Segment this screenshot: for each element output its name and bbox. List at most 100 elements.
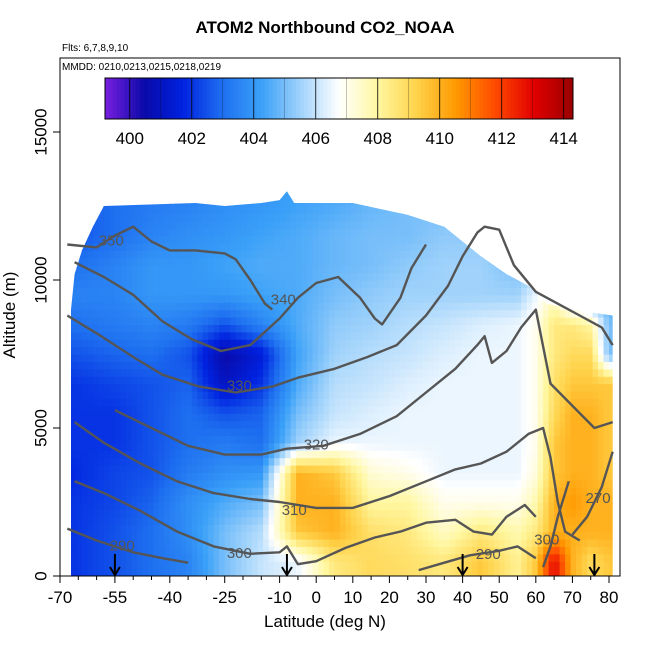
co2-cell — [290, 457, 297, 466]
co2-cell — [433, 568, 440, 576]
co2-cell — [449, 280, 456, 288]
co2-cell — [290, 354, 297, 362]
co2-cell — [257, 487, 264, 496]
co2-cell — [296, 531, 303, 540]
co2-cell — [499, 265, 506, 274]
co2-cell — [263, 339, 270, 348]
co2-cell — [559, 280, 566, 288]
co2-cell — [565, 213, 572, 222]
co2-cell — [405, 561, 412, 570]
co2-cell — [219, 568, 226, 576]
co2-cell — [543, 509, 550, 518]
co2-cell — [169, 354, 176, 362]
co2-cell — [81, 309, 89, 318]
co2-cell — [587, 391, 594, 399]
co2-cell — [499, 250, 506, 259]
co2-cell — [455, 206, 462, 214]
co2-cell — [329, 354, 336, 362]
co2-cell — [460, 457, 467, 466]
co2-cell — [312, 428, 319, 436]
co2-cell — [411, 294, 418, 303]
co2-cell — [307, 531, 314, 540]
co2-cell — [383, 502, 391, 510]
co2-cell — [230, 428, 237, 436]
co2-cell — [367, 265, 374, 274]
co2-cell — [186, 524, 193, 533]
co2-cell — [334, 206, 341, 214]
co2-cell — [427, 539, 434, 547]
co2-cell — [153, 465, 160, 473]
co2-cell — [329, 287, 336, 296]
co2-cell — [268, 479, 275, 488]
co2-cell — [329, 531, 336, 540]
co2-cell — [383, 450, 391, 459]
co2-cell — [405, 250, 412, 259]
co2-cell — [246, 391, 253, 399]
co2-cell — [510, 206, 517, 214]
co2-cell — [208, 317, 215, 325]
co2-cell — [109, 265, 116, 274]
co2-cell — [268, 487, 275, 496]
co2-cell — [383, 272, 391, 281]
co2-cell — [224, 287, 231, 296]
co2-cell — [125, 472, 132, 481]
co2-cell — [147, 487, 154, 496]
co2-cell — [153, 302, 160, 311]
co2-cell — [329, 524, 336, 533]
co2-cell — [466, 472, 473, 481]
co2-cell — [71, 568, 78, 576]
co2-cell — [565, 494, 572, 503]
co2-cell — [383, 435, 391, 444]
co2-cell — [153, 339, 160, 348]
co2-cell — [334, 531, 341, 540]
co2-cell — [559, 479, 566, 488]
co2-cell — [592, 235, 599, 244]
co2-cell — [570, 487, 577, 496]
co2-cell — [554, 220, 561, 229]
co2-cell — [416, 494, 423, 503]
co2-cell — [592, 435, 599, 444]
co2-cell — [230, 191, 237, 200]
co2-cell — [394, 428, 401, 436]
co2-cell — [482, 198, 489, 207]
co2-cell — [191, 398, 198, 407]
co2-cell — [361, 561, 369, 570]
co2-cell — [307, 354, 314, 362]
co2-cell — [109, 206, 116, 214]
co2-cell — [416, 553, 423, 562]
co2-cell — [488, 235, 495, 244]
co2-cell — [383, 553, 391, 562]
co2-cell — [296, 302, 303, 311]
co2-cell — [274, 420, 281, 429]
co2-cell — [268, 317, 275, 325]
co2-cell — [274, 494, 281, 503]
co2-cell — [125, 405, 132, 414]
co2-cell — [120, 391, 127, 399]
co2-cell — [208, 442, 215, 451]
co2-cell — [455, 479, 462, 488]
co2-cell — [394, 553, 401, 562]
co2-cell — [565, 539, 572, 547]
co2-cell — [559, 339, 566, 348]
co2-cell — [499, 287, 506, 296]
co2-cell — [191, 309, 198, 318]
co2-cell — [318, 250, 325, 259]
co2-cell — [268, 243, 275, 251]
co2-cell — [449, 331, 456, 340]
co2-cell — [526, 339, 533, 348]
co2-cell — [213, 457, 220, 466]
co2-cell — [71, 398, 78, 407]
co2-cell — [219, 487, 226, 496]
co2-cell — [510, 531, 517, 540]
co2-cell — [438, 420, 445, 429]
co2-cell — [422, 502, 429, 510]
co2-cell — [98, 243, 105, 251]
co2-cell — [411, 472, 418, 481]
co2-cell — [136, 531, 143, 540]
co2-cell — [488, 317, 495, 325]
co2-cell — [537, 220, 544, 229]
co2-cell — [471, 502, 478, 510]
co2-cell — [235, 213, 242, 222]
co2-cell — [114, 280, 121, 288]
co2-cell — [153, 509, 160, 518]
